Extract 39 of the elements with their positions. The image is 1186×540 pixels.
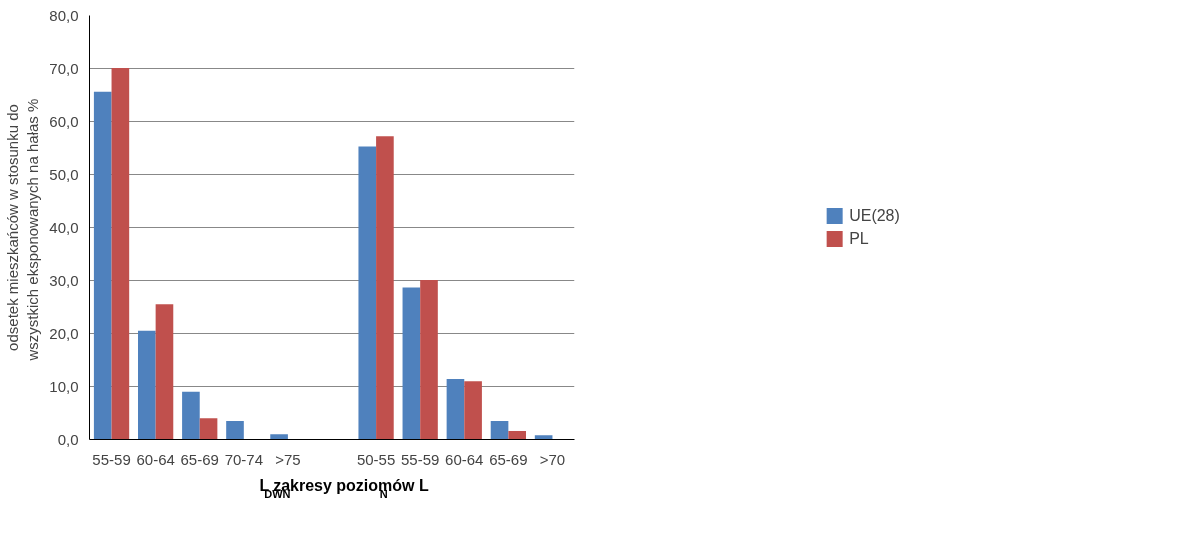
bar [376,136,394,440]
bar [358,146,377,440]
x-tick-label: >70 [539,450,566,468]
bar [93,91,112,440]
y-tick-label: 80,0 [49,6,79,24]
bar [534,435,553,440]
y-tick-label: 70,0 [49,59,79,77]
y-axis-title: odsetek mieszkańców w stosunku do wszystkich eksponowanych na hałas % [3,98,42,362]
bar [155,304,174,440]
legend-label: UE(28) [849,206,900,225]
y-tick-label: 10,0 [49,377,79,395]
bar [402,287,421,440]
x-tick-label: 65-69 [489,450,528,468]
x-tick-label: 55-59 [92,450,131,468]
y-tick-label: 20,0 [49,324,79,342]
bar [138,330,156,440]
bar [182,391,200,440]
x-tick-label: 65-69 [180,450,219,468]
y-tick-label: 50,0 [49,165,79,183]
bar [199,418,218,440]
bar [490,420,509,440]
x-tick-label: 50-55 [356,450,396,468]
y-tick-label: 40,0 [49,218,79,236]
bar [446,379,465,440]
bar [111,67,130,440]
bar [464,381,482,440]
legend-label: PL [849,229,870,248]
x-tick-label: >75 [275,450,301,468]
bar [508,431,526,440]
x-tick-label: 70-74 [224,450,264,468]
x-tick-label: 60-64 [445,450,484,468]
y-tick-label: 30,0 [49,271,79,289]
bar [226,420,244,440]
bar [270,434,288,440]
x-tick-label: 60-64 [136,450,175,468]
x-tick-label: 55-59 [401,450,440,468]
bar [420,279,438,440]
y-tick-label: 60,0 [49,112,79,130]
y-tick-label: 0,0 [57,430,79,448]
